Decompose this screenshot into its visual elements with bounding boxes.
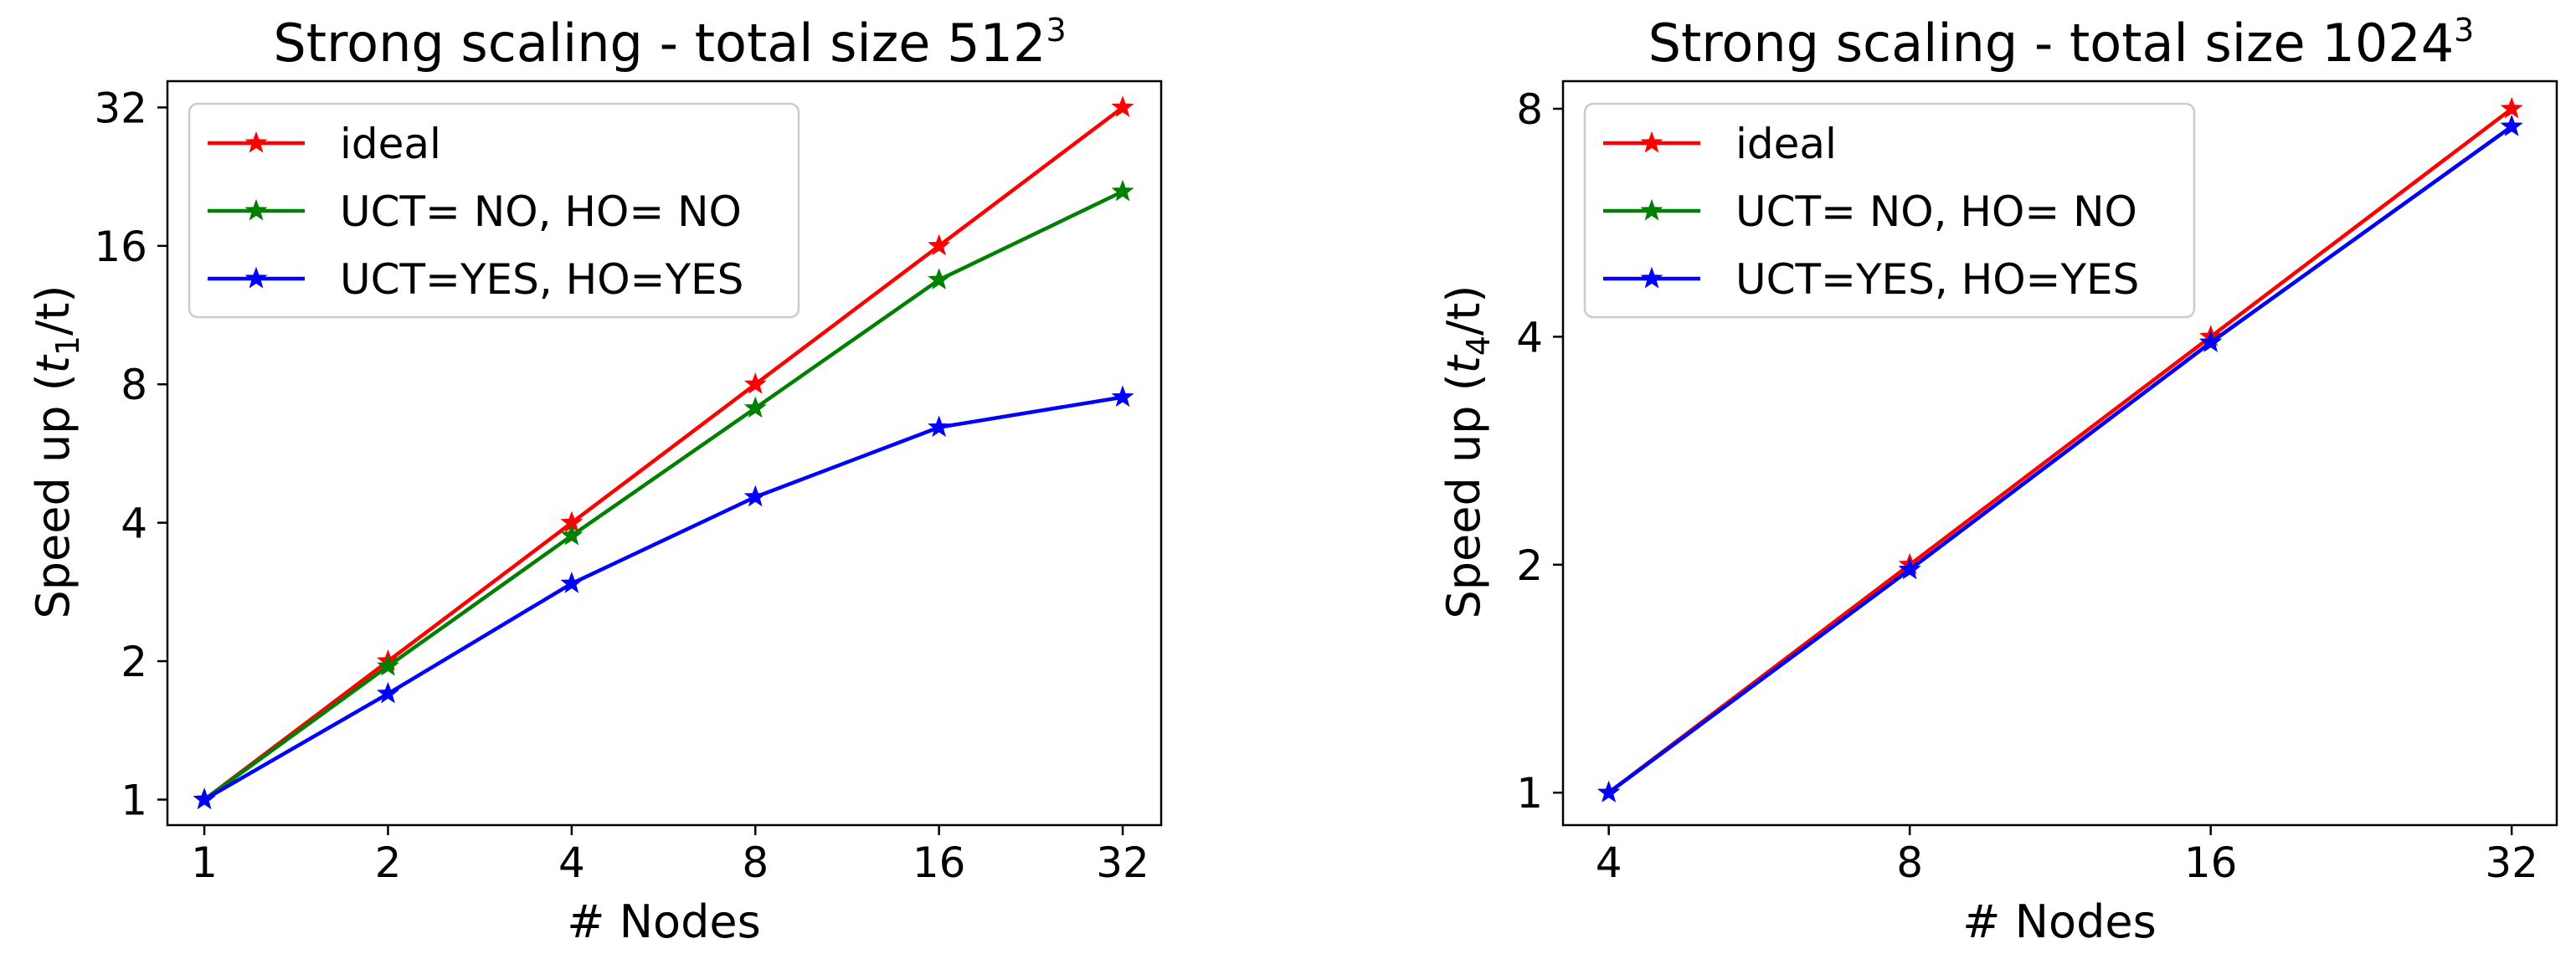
x-axis-label: # Nodes [567,895,760,948]
x-tick-label: 16 [913,839,966,887]
legend-label: UCT=YES, HO=YES [1735,255,2139,304]
legend-marker [244,266,268,289]
data-point [928,268,951,290]
data-point [193,787,216,809]
x-tick-label: 8 [1896,839,1923,887]
legend-marker [244,131,268,153]
y-tick-label: 16 [94,223,147,271]
y-tick-label: 4 [121,500,147,548]
plot-frame [166,80,1163,827]
y-tick-label: 32 [94,84,147,132]
y-axis-label: Speed up (t4/t) [1437,285,1497,619]
y-tick-label: 1 [121,776,147,824]
chart-right: Strong scaling - total size 10243 4 8 16 32… [1437,12,2558,948]
x-tick-label: 1 [191,839,218,887]
data-point [743,485,767,507]
x-axis-label: # Nodes [1962,895,2156,948]
data-point [377,681,399,704]
y-tick-label: 8 [1516,85,1543,134]
data-point [743,372,767,394]
y-tick-label: 1 [1516,769,1543,818]
chart-title: Strong scaling - total size 5123 [273,12,1066,74]
x-tick-label: 32 [1096,839,1149,887]
legend-marker [1640,131,1663,153]
series-line-0 [1607,107,2513,794]
data-point [2500,115,2523,136]
x-tick-label: 4 [1596,839,1622,887]
data-point [560,523,584,546]
x-tick-label: 16 [2184,839,2238,887]
data-point [1111,179,1134,202]
data-point [1597,781,1621,803]
legend-label: UCT= NO, HO= NO [340,187,742,236]
legend-frame [1583,102,2196,319]
chart-left: Strong scaling - total size 5123 1 2 4 8 16 3… [27,12,1163,948]
legend-frame [188,102,800,319]
y-tick-label: 2 [121,638,147,686]
y-tick-label: 2 [1516,541,1543,590]
y-tick-label: 4 [1516,313,1543,362]
series-line-0 [203,105,1124,802]
series-line-2 [1607,125,2513,795]
legend-label: UCT= NO, HO= NO [1735,187,2137,236]
data-point [1111,385,1134,408]
data-point [743,396,767,418]
data-point [928,233,951,256]
legend-marker [244,198,268,221]
legend: ideal UCT= NO, HO= NO UCT=YES, HO=YES [188,102,800,319]
data-point [560,572,584,593]
data-point [1111,95,1134,117]
data-point [2500,96,2523,119]
legend-label: UCT=YES, HO=YES [340,255,743,304]
x-tick-label: 32 [2485,839,2538,887]
legend-label: ideal [1735,120,1837,168]
data-point [2199,331,2223,352]
series-line-1 [203,189,1123,802]
data-point [1898,557,1921,580]
legend-marker [1640,198,1663,221]
x-tick-label: 8 [742,839,769,887]
series-line-2 [203,395,1123,802]
x-tick-label: 2 [375,839,402,887]
x-tick-label: 4 [558,839,585,887]
data-point [928,415,951,438]
plot-frame [1561,80,2558,827]
data-point [377,654,399,676]
legend-label: ideal [340,120,441,168]
y-tick-label: 8 [121,361,147,409]
y-axis-label: Speed up (t1/t) [27,285,86,619]
chart-title: Strong scaling - total size 10243 [1648,12,2475,74]
legend: ideal UCT= NO, HO= NO UCT=YES, HO=YES [1583,102,2196,319]
legend-marker [1640,266,1663,289]
